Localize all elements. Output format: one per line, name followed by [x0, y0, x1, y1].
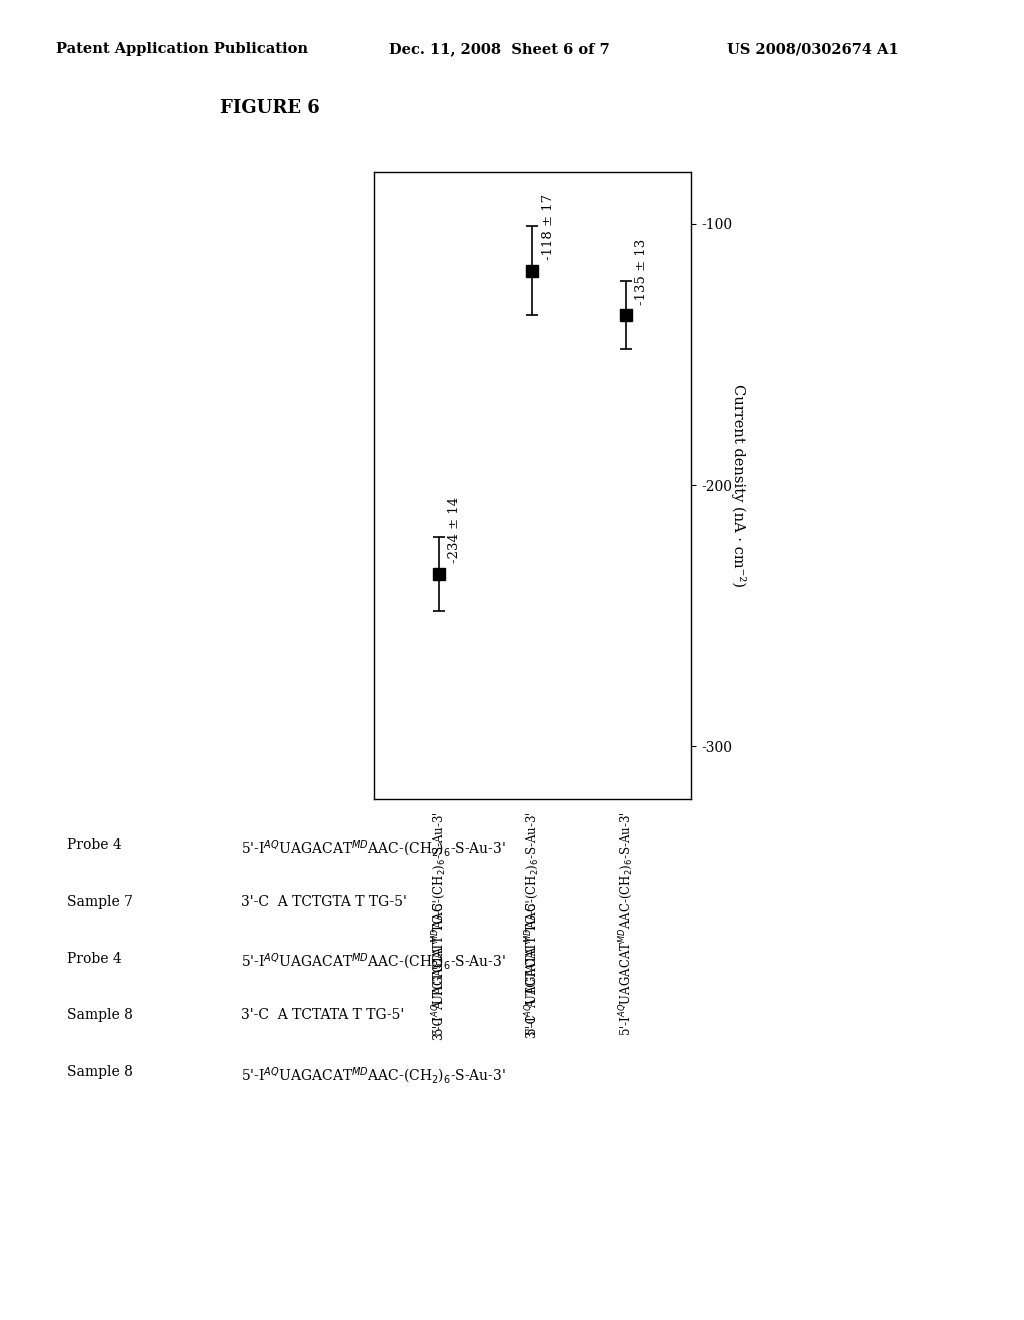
Text: Sample 8: Sample 8: [67, 1065, 132, 1080]
Text: 3'-C  A TCTATA T TG-5': 3'-C A TCTATA T TG-5': [526, 899, 539, 1038]
Text: Sample 8: Sample 8: [67, 1008, 132, 1023]
Text: 5'-I$^{AQ}$UAGACAT$^{MD}$AAC-(CH$_2$)$_6$-S-Au-3': 5'-I$^{AQ}$UAGACAT$^{MD}$AAC-(CH$_2$)$_6…: [430, 810, 449, 1036]
Text: -234 ± 14: -234 ± 14: [449, 498, 462, 564]
Text: -135 ± 13: -135 ± 13: [635, 239, 648, 305]
Text: US 2008/0302674 A1: US 2008/0302674 A1: [727, 42, 899, 57]
Text: Probe 4: Probe 4: [67, 838, 121, 853]
Text: 5'-I$^{AQ}$UAGACAT$^{MD}$AAC-(CH$_2$)$_6$-S-Au-3': 5'-I$^{AQ}$UAGACAT$^{MD}$AAC-(CH$_2$)$_6…: [616, 810, 635, 1036]
Text: 5'-I$^{AQ}$UAGACAT$^{MD}$AAC-(CH$_2$)$_6$-S-Au-3': 5'-I$^{AQ}$UAGACAT$^{MD}$AAC-(CH$_2$)$_6…: [523, 810, 542, 1036]
Text: -118 ± 17: -118 ± 17: [542, 194, 555, 260]
Y-axis label: Current density (nA · cm⁻²): Current density (nA · cm⁻²): [731, 384, 745, 586]
Text: 3'-C  A TCTGTA T TG-5': 3'-C A TCTGTA T TG-5': [241, 895, 407, 909]
Text: 5'-I$^{AQ}$UAGACAT$^{MD}$AAC-(CH$_2$)$_6$-S-Au-3': 5'-I$^{AQ}$UAGACAT$^{MD}$AAC-(CH$_2$)$_6…: [241, 1065, 506, 1085]
Text: FIGURE 6: FIGURE 6: [220, 99, 319, 117]
Text: 5'-I$^{AQ}$UAGACAT$^{MD}$AAC-(CH$_2$)$_6$-S-Au-3': 5'-I$^{AQ}$UAGACAT$^{MD}$AAC-(CH$_2$)$_6…: [241, 838, 506, 858]
Text: 3'-C  A TCTATA T TG-5': 3'-C A TCTATA T TG-5': [241, 1008, 403, 1023]
Text: Patent Application Publication: Patent Application Publication: [56, 42, 308, 57]
Text: Probe 4: Probe 4: [67, 952, 121, 966]
Text: 3'-C  A TCTGTA T TG-5': 3'-C A TCTGTA T TG-5': [432, 899, 445, 1040]
Text: 5'-I$^{AQ}$UAGACAT$^{MD}$AAC-(CH$_2$)$_6$-S-Au-3': 5'-I$^{AQ}$UAGACAT$^{MD}$AAC-(CH$_2$)$_6…: [241, 952, 506, 972]
Text: Sample 7: Sample 7: [67, 895, 132, 909]
Text: Dec. 11, 2008  Sheet 6 of 7: Dec. 11, 2008 Sheet 6 of 7: [389, 42, 610, 57]
